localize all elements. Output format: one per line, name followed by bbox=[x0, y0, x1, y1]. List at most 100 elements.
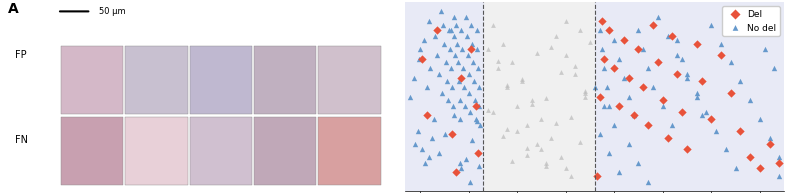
FancyBboxPatch shape bbox=[61, 46, 124, 114]
Point bbox=[440, 80, 453, 83]
Point bbox=[516, 80, 528, 83]
Point bbox=[471, 48, 484, 51]
Point bbox=[472, 85, 485, 89]
Point bbox=[470, 104, 482, 108]
FancyBboxPatch shape bbox=[254, 117, 317, 185]
Point bbox=[409, 142, 421, 145]
Point bbox=[440, 61, 452, 64]
Point bbox=[632, 29, 645, 32]
Point bbox=[421, 85, 434, 89]
Point bbox=[457, 85, 470, 89]
Point bbox=[642, 67, 654, 70]
Point bbox=[413, 48, 426, 51]
Point bbox=[438, 42, 451, 45]
Point bbox=[734, 129, 747, 132]
Point bbox=[454, 161, 466, 164]
Point bbox=[758, 48, 771, 51]
Point bbox=[695, 80, 708, 83]
Point bbox=[540, 161, 553, 164]
Point bbox=[435, 10, 447, 13]
Point bbox=[613, 104, 626, 108]
Point bbox=[474, 123, 486, 126]
Point bbox=[676, 57, 688, 60]
Point bbox=[719, 148, 732, 151]
Point bbox=[680, 148, 693, 151]
Point bbox=[428, 34, 441, 37]
Point bbox=[404, 95, 417, 98]
Point bbox=[448, 53, 461, 56]
Point bbox=[725, 91, 737, 94]
Point bbox=[470, 118, 482, 121]
Point bbox=[700, 110, 713, 113]
Point bbox=[647, 23, 660, 26]
Point bbox=[452, 80, 465, 83]
Point bbox=[613, 57, 626, 60]
Point bbox=[468, 80, 481, 83]
Point bbox=[443, 29, 455, 32]
Point bbox=[431, 53, 444, 56]
Point bbox=[540, 97, 553, 100]
Point bbox=[506, 61, 519, 64]
Point bbox=[647, 85, 660, 89]
Point bbox=[426, 137, 439, 140]
Point bbox=[463, 110, 476, 113]
Point bbox=[530, 142, 543, 145]
Point bbox=[408, 76, 421, 79]
Point bbox=[460, 15, 473, 19]
Point bbox=[466, 138, 479, 141]
Point bbox=[465, 23, 478, 26]
Point bbox=[451, 42, 464, 45]
Point bbox=[497, 42, 509, 45]
FancyBboxPatch shape bbox=[318, 46, 381, 114]
Point bbox=[454, 99, 466, 102]
Point bbox=[525, 99, 538, 102]
Point bbox=[603, 29, 615, 32]
Point bbox=[540, 165, 553, 168]
Point bbox=[591, 174, 604, 178]
Point bbox=[550, 121, 562, 124]
Point bbox=[773, 156, 786, 159]
Point bbox=[579, 89, 592, 92]
Point bbox=[623, 95, 635, 98]
Point bbox=[695, 114, 708, 117]
FancyBboxPatch shape bbox=[189, 46, 252, 114]
Point bbox=[729, 167, 742, 170]
Point bbox=[632, 48, 645, 51]
Point bbox=[554, 156, 567, 159]
FancyBboxPatch shape bbox=[125, 117, 188, 185]
Point bbox=[652, 61, 664, 64]
Point bbox=[463, 91, 475, 94]
Point bbox=[579, 95, 592, 98]
Point bbox=[501, 127, 514, 130]
Point bbox=[550, 34, 562, 37]
Point bbox=[455, 76, 467, 79]
Text: 50 μm: 50 μm bbox=[99, 7, 125, 16]
Point bbox=[744, 156, 756, 159]
Point bbox=[472, 152, 485, 155]
Point bbox=[763, 137, 776, 140]
Point bbox=[598, 67, 611, 70]
Point bbox=[472, 67, 485, 70]
Point bbox=[456, 48, 469, 51]
Point bbox=[671, 38, 683, 41]
Point bbox=[569, 72, 581, 75]
Point bbox=[642, 123, 654, 126]
Point bbox=[739, 10, 752, 13]
Point bbox=[748, 29, 761, 32]
Text: A: A bbox=[8, 2, 19, 16]
Point bbox=[418, 161, 431, 164]
Point bbox=[569, 65, 581, 68]
Point bbox=[447, 34, 460, 37]
Point bbox=[422, 156, 435, 159]
Text: FN: FN bbox=[16, 135, 29, 145]
Point bbox=[607, 123, 620, 126]
Point bbox=[680, 72, 693, 75]
Point bbox=[470, 29, 483, 32]
Point bbox=[559, 53, 572, 56]
Point bbox=[535, 118, 548, 121]
Point bbox=[593, 95, 606, 98]
Point bbox=[598, 57, 611, 60]
Point bbox=[637, 48, 649, 51]
Point bbox=[652, 15, 664, 19]
Point bbox=[447, 15, 460, 19]
